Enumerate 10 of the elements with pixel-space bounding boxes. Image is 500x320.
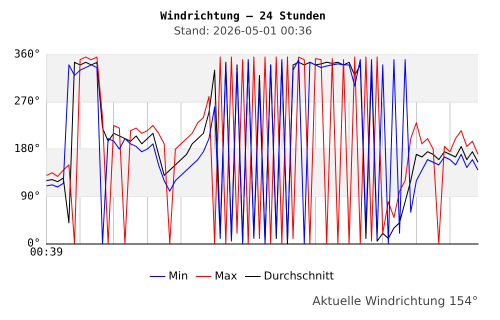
y-tick-label: 90° — [20, 189, 40, 202]
legend-label: Durchschnitt — [264, 269, 335, 282]
y-tick-label: 180° — [14, 142, 40, 155]
y-tick-label: 270° — [14, 94, 40, 108]
chart-subtitle: Stand: 2026-05-01 00:36 — [174, 24, 312, 38]
legend-label: Max — [214, 269, 238, 282]
chart-title: Windrichtung – 24 Stunden — [160, 9, 326, 22]
legend-label: Min — [168, 269, 188, 282]
y-tick-label: 360° — [14, 47, 40, 60]
text: Aktuelle Windrichtung 154° — [312, 294, 478, 308]
